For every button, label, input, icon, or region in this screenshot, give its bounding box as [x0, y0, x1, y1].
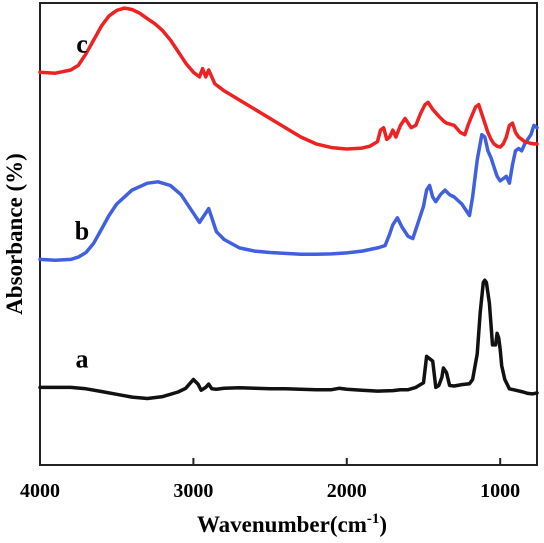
series-label-a: a — [76, 344, 89, 373]
series-layer — [38, 6, 539, 401]
series-label-c: c — [76, 29, 88, 58]
series-line-b — [38, 123, 539, 263]
plot-frame — [39, 2, 538, 466]
y-axis-label: Absorbance (%) — [2, 153, 27, 315]
x-tick-label: 3000 — [173, 480, 213, 502]
x-tick-label: 2000 — [327, 480, 367, 502]
series-labels: a b c — [75, 29, 89, 373]
series-line-c — [38, 6, 539, 151]
series-label-b: b — [75, 216, 89, 245]
x-tick-label: 1000 — [480, 480, 520, 502]
x-tick-label: 4000 — [20, 480, 60, 502]
series-line-a — [38, 278, 539, 401]
x-ticks: 4000 3000 2000 1000 — [20, 458, 520, 502]
x-axis-label: Wavenumber(cm-1) — [197, 511, 387, 537]
